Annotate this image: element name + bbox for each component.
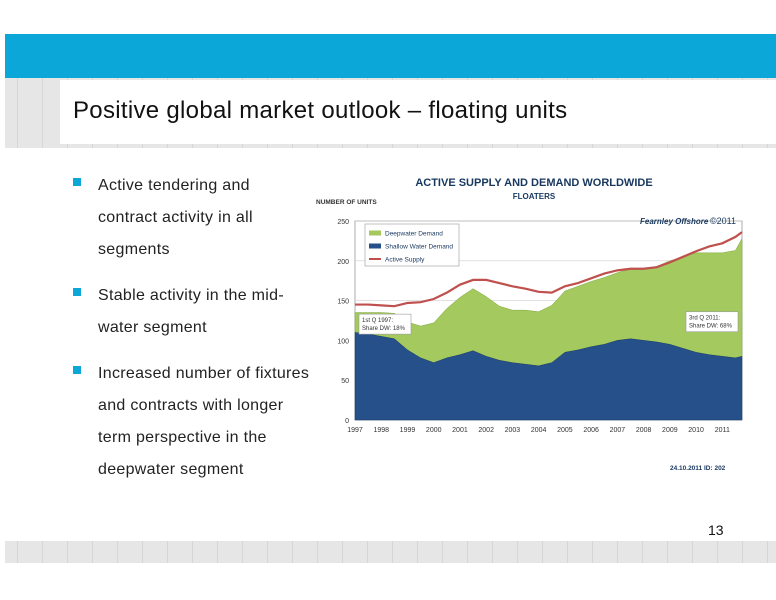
x-tick-label: 2004 (531, 427, 547, 434)
legend-label: Active Supply (385, 257, 425, 264)
x-tick-label: 2006 (583, 427, 599, 434)
y-tick-label: 50 (341, 378, 349, 385)
chart-title: ACTIVE SUPPLY AND DEMAND WORLDWIDE (415, 177, 652, 189)
chart-container: ACTIVE SUPPLY AND DEMAND WORLDWIDE FLOAT… (310, 172, 760, 482)
annotation-text: 1st Q 1997: (362, 318, 393, 324)
bullet-item: Active tendering and contract activity i… (73, 170, 313, 266)
source-label: Fearnley Offshore (640, 217, 709, 226)
bullet-square-icon (73, 288, 81, 296)
header-bar (5, 34, 776, 78)
source-logo: Fearnley Offshore ©2011 (640, 216, 736, 226)
x-tick-label: 2007 (610, 427, 626, 434)
bullet-text: Increased number of fixtures and contrac… (98, 365, 310, 478)
legend-swatch (369, 230, 381, 236)
annotation-box (358, 313, 412, 335)
bullet-text: Active tendering and contract activity i… (98, 177, 253, 258)
y-tick-label: 100 (337, 338, 349, 345)
y-tick-label: 0 (345, 418, 349, 425)
top-margin (0, 0, 776, 34)
slide-title: Positive global market outlook – floatin… (73, 97, 568, 124)
y-tick-label: 150 (337, 299, 349, 306)
plot-area: 0 50 100 150 200 250 1997 1998 1999 2000 2001 2002 2… (337, 219, 743, 434)
x-tick-label: 2000 (426, 427, 442, 434)
x-tick-label: 1998 (373, 427, 389, 434)
page-number: 13 (708, 522, 724, 538)
x-tick-label: 2005 (557, 427, 573, 434)
copyright-label: ©2011 (710, 216, 736, 226)
series-line-active-supply (355, 231, 743, 308)
annotation-box (685, 311, 739, 333)
x-tick-label: 2002 (478, 427, 494, 434)
bullet-list: Active tendering and contract activity i… (73, 170, 313, 500)
x-tick-label: 1997 (347, 427, 363, 434)
x-tick-label: 2010 (688, 427, 704, 434)
chart-footnote: 24.10.2011 ID: 202 (670, 465, 726, 472)
legend-label: Shallow Water Demand (385, 244, 453, 251)
annotation-text: Share DW: 68% (689, 324, 733, 330)
x-tick-label: 2011 (715, 427, 730, 434)
series-area-shallow-water-demand (354, 332, 743, 421)
bullet-item: Stable activity in the mid-water segment (73, 280, 313, 344)
x-tick-label: 2008 (636, 427, 652, 434)
x-tick-label: 2001 (452, 427, 468, 434)
legend-swatch (369, 243, 381, 249)
bullet-square-icon (73, 178, 81, 186)
bullet-square-icon (73, 366, 81, 374)
x-tick-label: 1999 (400, 427, 416, 434)
legend-label: Deepwater Demand (385, 231, 443, 238)
footer-stripes (5, 541, 776, 563)
annotation-text: 3rd Q 2011: (689, 316, 721, 322)
bullet-item: Increased number of fixtures and contrac… (73, 358, 313, 486)
y-tick-label: 200 (337, 259, 349, 266)
chart-subtitle: FLOATERS (513, 192, 556, 201)
annotation-text: Share DW: 18% (362, 326, 406, 332)
title-panel (60, 80, 776, 144)
bullet-text: Stable activity in the mid-water segment (98, 287, 284, 336)
supply-demand-chart: ACTIVE SUPPLY AND DEMAND WORLDWIDE FLOAT… (316, 177, 743, 472)
y-tick-label: 250 (337, 219, 349, 226)
x-tick-label: 2009 (662, 427, 678, 434)
x-tick-label: 2003 (505, 427, 521, 434)
y-axis-label: NUMBER OF UNITS (316, 199, 377, 206)
